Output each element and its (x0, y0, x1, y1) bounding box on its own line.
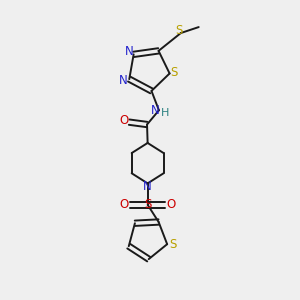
Text: O: O (120, 115, 129, 128)
Text: N: N (124, 46, 133, 59)
Text: O: O (166, 198, 176, 211)
Text: N: N (143, 180, 152, 194)
Text: H: H (161, 108, 169, 118)
Text: N: N (119, 74, 128, 87)
Text: S: S (144, 198, 151, 211)
Text: S: S (176, 23, 183, 37)
Text: S: S (169, 238, 177, 251)
Text: S: S (171, 66, 178, 79)
Text: O: O (120, 198, 129, 211)
Text: N: N (151, 104, 160, 117)
